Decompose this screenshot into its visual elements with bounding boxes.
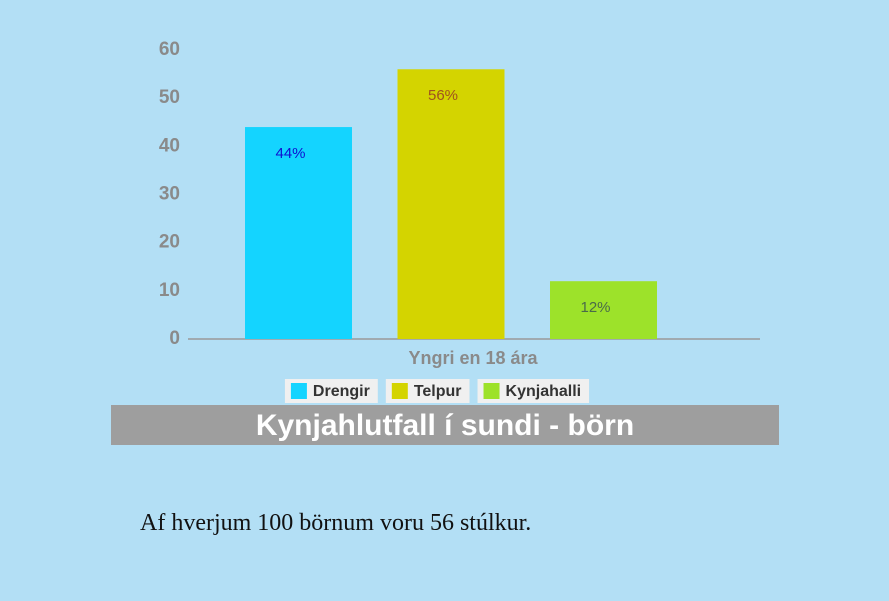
chart: Kynjahlutfall í sundi - börn 0 10 20 30 40 50… xyxy=(111,39,779,445)
legend-swatch xyxy=(483,383,500,399)
legend-item[interactable]: Kynjahalli xyxy=(477,379,590,403)
bar xyxy=(550,281,657,339)
value-label: 12% xyxy=(580,299,610,316)
y-tick-label: 0 xyxy=(169,328,180,349)
y-tick-label: 20 xyxy=(159,232,180,253)
y-tick-label: 30 xyxy=(159,184,180,205)
y-tick-label: 40 xyxy=(159,135,180,156)
y-tick-label: 50 xyxy=(159,87,180,108)
legend-label: Drengir xyxy=(313,383,370,400)
bar xyxy=(397,69,505,340)
legend-swatch xyxy=(290,383,307,399)
legend-swatch xyxy=(391,383,408,399)
legend-item[interactable]: Telpur xyxy=(385,379,470,403)
caption: Af hverjum 100 börnum voru 56 stúlkur. xyxy=(140,510,532,536)
legend-label: Kynjahalli xyxy=(506,383,582,400)
y-tick-label: 10 xyxy=(159,280,180,301)
value-label: 56% xyxy=(428,87,458,104)
legend-label: Telpur xyxy=(414,383,462,400)
value-label: 44% xyxy=(275,145,305,162)
chart-title: Kynjahlutfall í sundi - börn xyxy=(256,409,634,442)
title-band xyxy=(111,405,779,445)
legend-item[interactable]: Drengir xyxy=(284,379,378,403)
y-tick-label: 60 xyxy=(159,39,180,60)
bar xyxy=(245,127,352,339)
x-tick-label: Yngri en 18 ára xyxy=(408,348,538,368)
